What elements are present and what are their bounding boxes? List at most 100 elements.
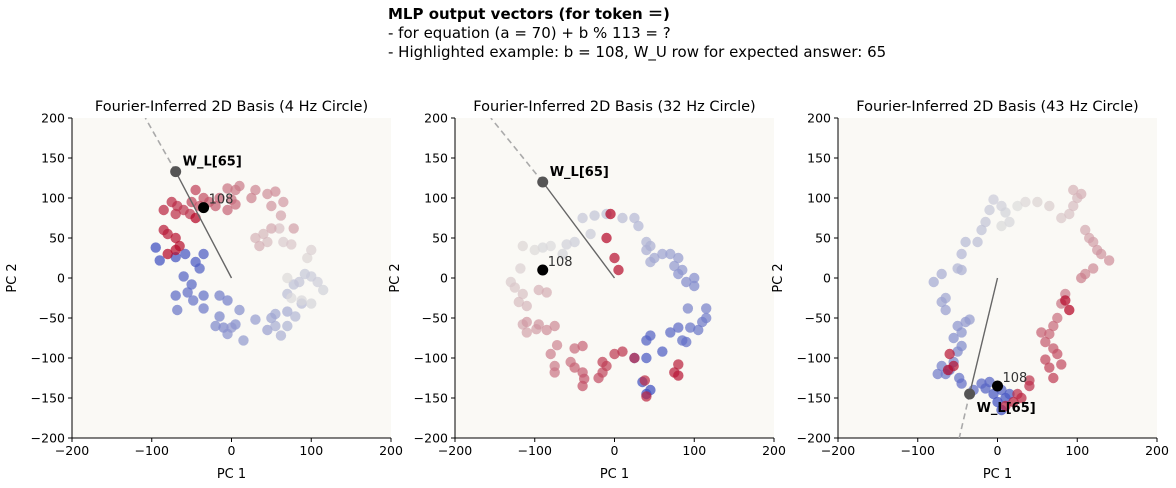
scatter-point — [1068, 200, 1079, 212]
scatter-point — [1016, 392, 1027, 404]
scatter-point — [1064, 304, 1075, 316]
scatter-point — [681, 336, 692, 348]
x-tick-label: −200 — [55, 443, 89, 458]
scatter-point — [188, 295, 199, 306]
scatter-point — [312, 276, 323, 288]
scatter-point — [270, 320, 281, 332]
scatter-point — [1048, 320, 1059, 332]
x-tick-label: 0 — [994, 443, 1002, 458]
scatter-point — [1052, 312, 1063, 324]
y-axis-label: PC 2 — [5, 263, 20, 292]
scatter-point — [1004, 216, 1015, 228]
scatter-point — [629, 352, 640, 364]
scatter-point — [673, 370, 684, 381]
scatter-point — [641, 236, 652, 248]
scatter-point — [270, 308, 281, 320]
scatter-point — [258, 228, 269, 240]
y-tick-label: −50 — [422, 311, 448, 326]
scatter-point — [286, 292, 297, 304]
plot-marks — [490, 118, 712, 402]
x-tick-label: 100 — [682, 443, 706, 458]
scatter-point — [948, 332, 959, 344]
wl-direction-dashed-line — [144, 118, 177, 172]
scatter-point — [158, 204, 169, 216]
scatter-point — [278, 196, 289, 208]
scatter-point — [1088, 263, 1099, 274]
scatter-point — [262, 236, 273, 248]
scatter-point — [521, 327, 532, 338]
scatter-point — [605, 208, 616, 220]
scatter-point — [545, 348, 556, 360]
scatter-point — [577, 212, 588, 224]
scatter-point — [150, 242, 161, 253]
plot-marks — [928, 184, 1115, 438]
wl-point — [537, 176, 549, 188]
scatter-point — [222, 204, 233, 216]
scatter-point — [1012, 200, 1023, 212]
chart-title: Fourier-Inferred 2D Basis (43 Hz Circle) — [856, 99, 1138, 115]
scatter-point — [214, 192, 225, 204]
scatter-point — [577, 380, 588, 392]
scatter-point — [170, 208, 181, 220]
scatter-point — [1076, 272, 1087, 284]
scatter-point — [609, 252, 620, 264]
scatter-point — [521, 316, 532, 328]
scatter-point — [230, 184, 241, 196]
y-tick-label: 200 — [424, 111, 448, 126]
wl-vector-line — [175, 171, 233, 279]
y-tick-label: −200 — [414, 431, 448, 446]
scatter-point — [1040, 354, 1051, 365]
scatter-point — [1008, 396, 1019, 408]
highlight-label: 108 — [548, 255, 573, 270]
scatter-point — [1032, 196, 1043, 208]
scatter-point — [170, 244, 181, 256]
scatter-point — [693, 324, 704, 336]
scatter-point — [972, 236, 983, 248]
scatter-point — [976, 378, 987, 389]
scatter-point — [960, 236, 971, 248]
scatter-point — [988, 388, 999, 400]
scatter-point — [1052, 348, 1063, 360]
scatter-point — [561, 239, 572, 250]
scatter-point — [541, 324, 552, 336]
scatter-point — [1080, 224, 1091, 236]
scatter-point — [282, 320, 293, 332]
y-tick-label: 50 — [49, 231, 65, 246]
scatter-point — [681, 276, 692, 288]
scatter-point — [952, 263, 963, 274]
scatter-point — [964, 314, 975, 325]
scatter-point — [172, 304, 183, 316]
scatter-point — [250, 314, 261, 325]
y-axis-label: PC 2 — [771, 263, 786, 292]
scatter-point — [1056, 212, 1067, 224]
scatter-point — [318, 284, 329, 296]
y-tick-label: −100 — [31, 351, 65, 366]
y-tick-label: 150 — [807, 151, 831, 166]
scatter-point — [1048, 372, 1059, 384]
scatter-point — [509, 282, 521, 293]
scatter-point — [162, 248, 173, 260]
scatter-point — [940, 304, 951, 316]
scatter-point — [178, 271, 189, 282]
scatter-point — [537, 242, 548, 253]
scatter-point — [296, 295, 307, 306]
scatter-point — [1044, 362, 1055, 373]
y-tick-label: −150 — [414, 391, 448, 406]
scatter-point — [677, 264, 688, 276]
chart-title: Fourier-Inferred 2D Basis (4 Hz Circle) — [95, 99, 368, 115]
scatter-point — [222, 295, 233, 306]
chart-panel-3: Fourier-Inferred 2D Basis (43 Hz Circle)… — [771, 99, 1169, 482]
scatter-point — [601, 232, 612, 244]
y-tick-label: −100 — [414, 351, 448, 366]
wl-label: W_L[65] — [183, 155, 242, 170]
y-tick-label: 0 — [440, 271, 448, 286]
scatter-point — [645, 330, 656, 341]
y-tick-label: 100 — [424, 191, 448, 206]
x-tick-label: −200 — [438, 443, 472, 458]
figure-subtitle-line-1: - for equation (a = 70) + b % 113 = ? — [388, 24, 671, 42]
x-tick-label: −100 — [518, 443, 552, 458]
x-tick-label: −100 — [135, 443, 169, 458]
scatter-point — [617, 346, 628, 357]
scatter-point — [214, 290, 225, 301]
